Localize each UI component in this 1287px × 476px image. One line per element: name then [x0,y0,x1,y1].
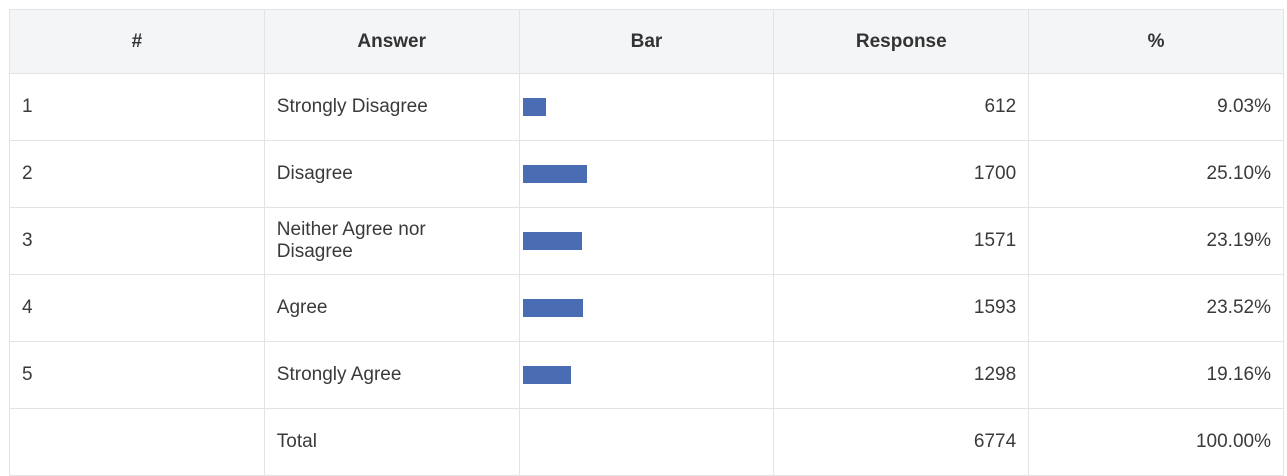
data-row: 3 Neither Agree nor Disagree 1571 23.19% [9,207,1284,275]
response: 1571 [773,207,1030,275]
column-header: Answer [263,9,520,74]
bar-cell [518,274,775,342]
bar [522,299,583,317]
total-label: Total [263,408,520,476]
bar-cell [518,207,775,275]
data-row: 5 Strongly Agree 1298 19.16% [9,341,1284,409]
response: 1298 [773,341,1030,409]
response: 1700 [773,140,1030,208]
column-header: % [1028,9,1284,74]
row-number: 3 [9,207,265,275]
row-number: 2 [9,140,265,208]
column-header: Bar [518,9,775,74]
row-number: 4 [9,274,265,342]
bar-cell [518,140,775,208]
bar [522,366,572,384]
bar [522,98,546,116]
answer: Strongly Disagree [263,73,520,141]
total-response: 6774 [773,408,1030,476]
bar-cell [518,341,775,409]
data-row: 1 Strongly Disagree 612 9.03% [9,73,1284,141]
results-table: # Answer Bar Response% 1 Strongly Disagree 61… [9,9,1284,476]
column-header: Response [773,9,1030,74]
percent: 23.52% [1028,274,1284,342]
row-number: 1 [9,73,265,141]
bar [522,232,582,250]
bar [522,165,587,183]
answer: Strongly Agree [263,341,520,409]
data-row: 4 Agree 1593 23.52% [9,274,1284,342]
data-row: 2 Disagree 1700 25.10% [9,140,1284,208]
column-header: # [9,9,265,74]
percent: 23.19% [1028,207,1284,275]
header-row: # Answer Bar Response% [9,9,1284,74]
row-number: 5 [9,341,265,409]
percent: 9.03% [1028,73,1284,141]
answer: Agree [263,274,520,342]
answer: Disagree [263,140,520,208]
response: 1593 [773,274,1030,342]
total-row: Total 6774 100.00% [9,408,1284,476]
table-body: 1 Strongly Disagree 612 9.03% 2 Disagree 1700 2… [9,73,1284,476]
response: 612 [773,73,1030,141]
empty-cell [9,408,265,476]
percent: 19.16% [1028,341,1284,409]
table-head: # Answer Bar Response% [9,9,1284,74]
bar-cell [518,73,775,141]
total-percent: 100.00% [1028,408,1284,476]
empty-cell [518,408,775,476]
percent: 25.10% [1028,140,1284,208]
answer: Neither Agree nor Disagree [263,207,520,275]
